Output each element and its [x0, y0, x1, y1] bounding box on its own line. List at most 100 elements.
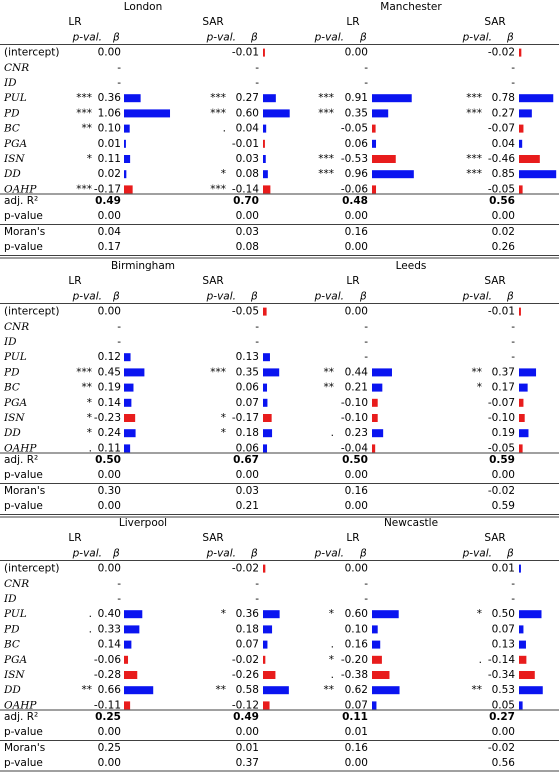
coefficient: 0.40	[98, 608, 121, 620]
model-name: SAR	[202, 532, 223, 544]
significance: **	[472, 684, 483, 696]
coef-bar	[263, 429, 273, 438]
coefficient: 0.10	[98, 123, 121, 135]
significance: *	[329, 654, 334, 666]
coefficient: 1.06	[98, 107, 122, 119]
significance: *	[87, 412, 92, 424]
coefficient: 0.06	[236, 442, 260, 454]
coefficient: -	[117, 593, 121, 605]
stat-label: p-value	[4, 210, 43, 222]
coefficient: 0.04	[492, 138, 516, 150]
coef-bar	[519, 109, 532, 118]
coefficient: -0.26	[232, 669, 259, 681]
coefficient: -	[511, 77, 515, 89]
coef-bar	[519, 444, 523, 453]
coef-bar	[124, 640, 132, 649]
row-label: (intercept)	[4, 306, 59, 318]
coefficient: -	[511, 62, 515, 74]
coef-bar	[519, 564, 521, 573]
coefficient: -	[255, 321, 259, 333]
coef-bar	[372, 429, 384, 438]
stat-value: 0.00	[345, 210, 368, 222]
coefficient: -	[511, 336, 515, 348]
row-label: PUL	[3, 351, 27, 363]
coefficient: -0.02	[232, 563, 259, 575]
coefficient: -0.10	[488, 412, 515, 424]
stat-value: 0.03	[236, 485, 259, 497]
beta-header: β	[506, 547, 514, 559]
significance: *	[87, 153, 92, 165]
coef-bar	[519, 124, 524, 133]
stat-value: 0.17	[98, 241, 121, 253]
coef-bar	[372, 109, 389, 118]
model-name: LR	[68, 16, 81, 28]
stat-value: -0.02	[488, 742, 515, 754]
coefficient: 0.27	[492, 107, 515, 119]
stat-value: 0.00	[345, 469, 368, 481]
coef-bar	[263, 444, 268, 453]
beta-header: β	[112, 547, 120, 559]
row-label: BC	[3, 639, 20, 651]
coefficient: 0.37	[492, 366, 515, 378]
coef-bar	[372, 124, 376, 133]
coef-bar	[263, 671, 276, 679]
model-name: LR	[346, 532, 359, 544]
stat-value: 0.00	[236, 469, 259, 481]
significance: ***	[76, 183, 92, 195]
coef-bar	[124, 398, 132, 407]
coefficient: 0.03	[236, 153, 259, 165]
stat-value: 0.50	[95, 454, 121, 466]
coef-bar	[124, 655, 129, 664]
model-name: SAR	[484, 532, 505, 544]
coefficient: -	[511, 578, 515, 590]
coefficient: 0.21	[345, 382, 368, 394]
coefficient: 0.13	[236, 351, 259, 363]
stat-value: 0.04	[98, 226, 122, 238]
pval-header: p-val.	[72, 290, 102, 302]
coefficient: 0.27	[236, 92, 259, 104]
stat-value: 0.56	[492, 757, 516, 769]
beta-header: β	[506, 290, 514, 302]
model-name: LR	[346, 16, 359, 28]
city-name: Liverpool	[119, 517, 167, 529]
coef-bar	[519, 414, 525, 422]
stat-value: 0.00	[98, 726, 121, 738]
stat-value: 0.02	[492, 226, 515, 238]
coefficient: -0.06	[94, 654, 121, 666]
model-name: SAR	[202, 16, 223, 28]
row-label: ID	[3, 593, 17, 605]
coefficient: -0.05	[341, 123, 368, 135]
coef-bar	[519, 701, 523, 710]
beta-header: β	[112, 290, 120, 302]
coef-bar	[263, 655, 266, 664]
coefficient: -	[255, 62, 259, 74]
coefficient: -0.17	[94, 183, 121, 195]
coefficient: -	[364, 62, 368, 74]
stat-label: adj. R²	[4, 711, 38, 723]
significance: .	[479, 654, 482, 666]
coef-bar	[519, 686, 543, 695]
coef-bar	[263, 353, 270, 362]
pval-header: p-val.	[314, 290, 344, 302]
row-label: (intercept)	[4, 563, 59, 575]
row-label: PUL	[3, 92, 27, 104]
coefficient: 0.18	[236, 427, 259, 439]
row-label: BC	[3, 382, 20, 394]
coefficient: -0.38	[341, 669, 368, 681]
significance: **	[82, 684, 93, 696]
coefficient: 0.07	[345, 699, 368, 711]
pval-header: p-val.	[72, 547, 102, 559]
pval-header: p-val.	[462, 290, 492, 302]
coef-bar	[519, 625, 524, 634]
stat-value: 0.11	[342, 711, 368, 723]
coef-bar	[519, 655, 527, 664]
coef-bar	[372, 610, 399, 619]
coef-bar	[372, 655, 382, 664]
significance: *	[477, 382, 482, 394]
significance: *	[477, 608, 482, 620]
coefficient: -0.14	[488, 654, 515, 666]
coefficient: -0.07	[488, 397, 515, 409]
significance: **	[82, 123, 93, 135]
coefficient: -	[364, 336, 368, 348]
